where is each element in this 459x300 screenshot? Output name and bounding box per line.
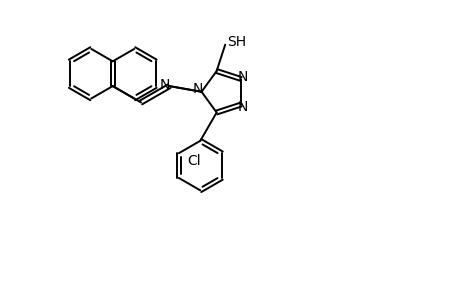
Text: N: N — [237, 100, 248, 114]
Text: N: N — [159, 78, 169, 92]
Text: N: N — [192, 82, 202, 96]
Text: SH: SH — [227, 35, 246, 49]
Text: Cl: Cl — [186, 154, 200, 168]
Text: N: N — [237, 70, 248, 84]
